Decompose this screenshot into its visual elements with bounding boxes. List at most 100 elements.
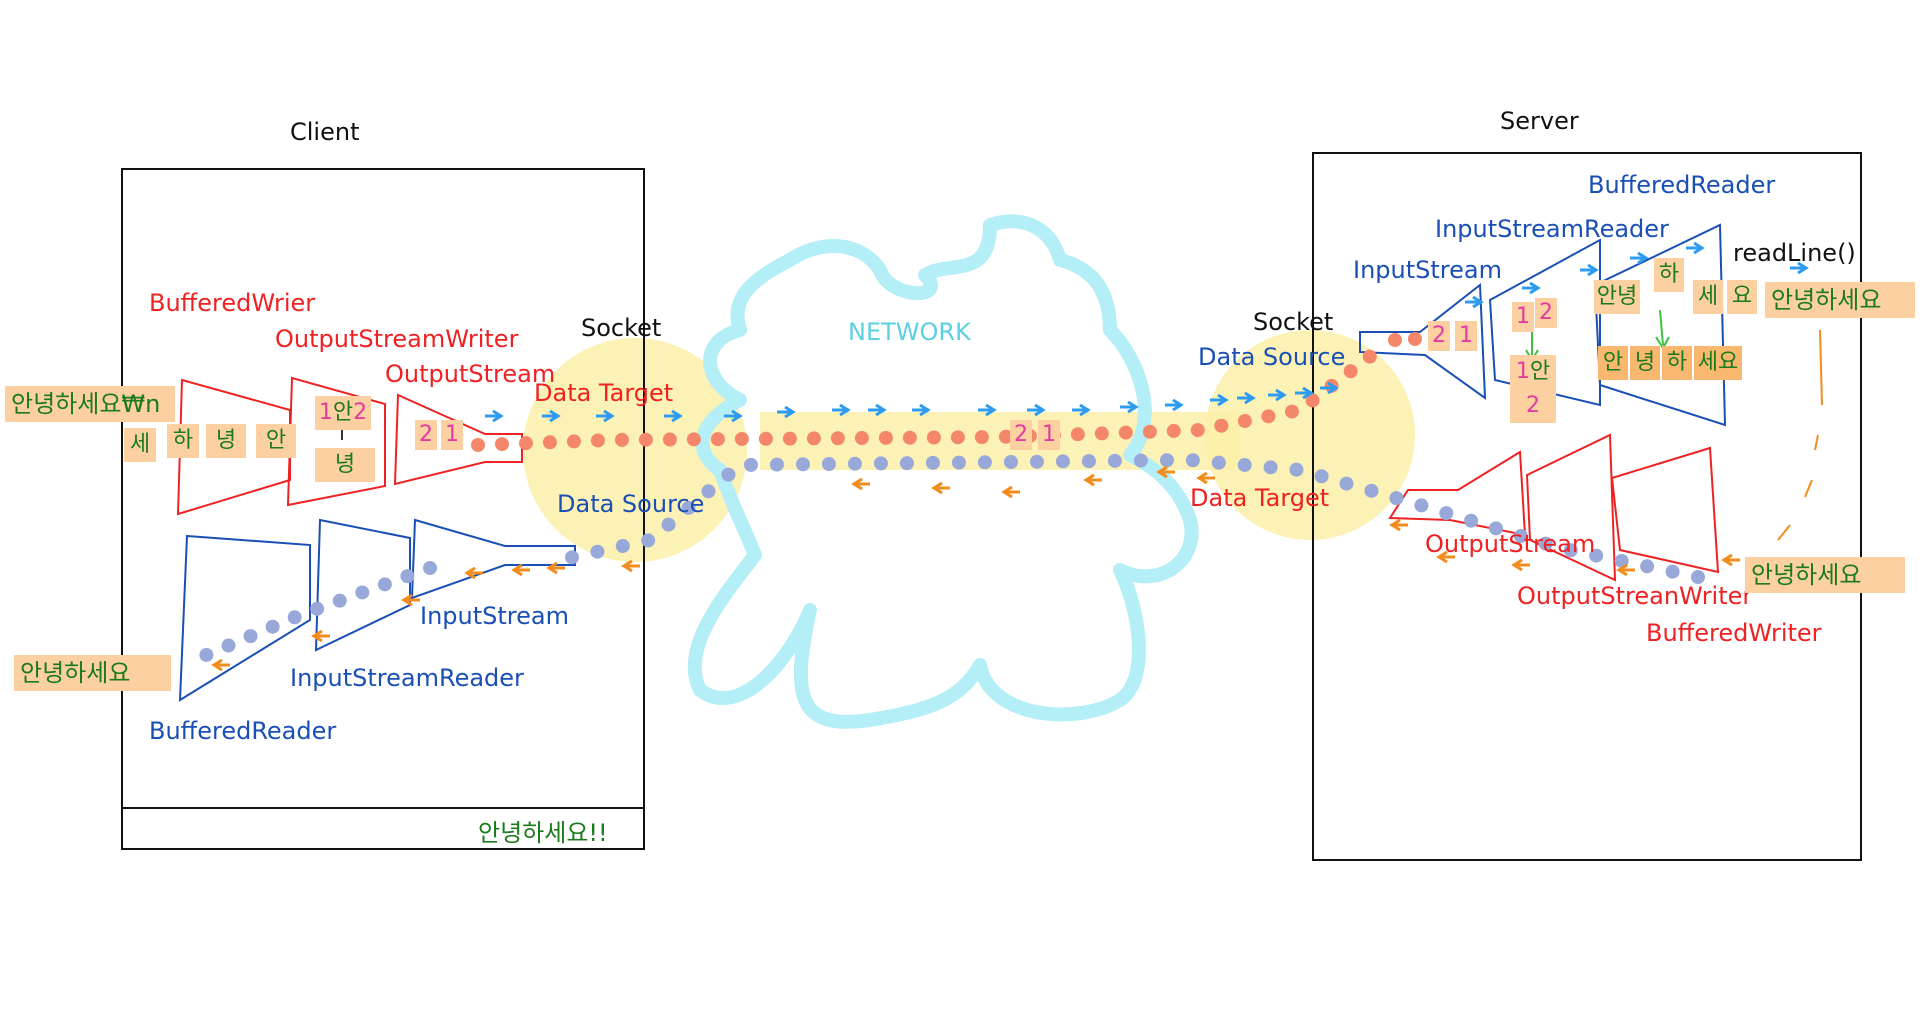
request-dot — [926, 430, 941, 445]
response-dot — [721, 467, 736, 482]
response-dot — [1211, 455, 1226, 470]
flow-arrow — [211, 658, 230, 672]
client-status-text: 안녕하세요!! — [478, 819, 608, 847]
server-byte-num: 1 — [1455, 321, 1477, 351]
flow-arrow — [1083, 473, 1102, 487]
server-frame — [1312, 152, 1862, 861]
client-char-chip: 녕 — [206, 424, 246, 458]
request-dot — [1166, 423, 1181, 438]
server-stack-char: 안 — [1529, 359, 1551, 384]
client-socket-label: Socket — [581, 314, 662, 342]
request-dot — [1261, 409, 1276, 424]
response-dot — [743, 457, 758, 472]
flow-arrow — [931, 481, 950, 495]
flow-arrow — [311, 629, 330, 643]
server-byte-num: 2 — [1428, 321, 1450, 351]
response-dot — [1107, 453, 1122, 468]
client-buffered-writer-funnel — [176, 378, 291, 516]
response-dot — [977, 455, 992, 470]
client-stack-num: 2 — [353, 400, 368, 425]
response-dot — [1640, 559, 1655, 574]
client-output-stream-writer-label: OutputStreamWriter — [275, 325, 519, 353]
request-dot — [1094, 426, 1109, 441]
flow-arrow — [1120, 400, 1139, 414]
response-dot — [1081, 454, 1096, 469]
request-flow-arrows — [485, 241, 1809, 423]
flow-arrow — [1268, 388, 1287, 402]
response-dot — [1364, 483, 1379, 498]
server-input-stream-reader-label: InputStreamReader — [1435, 215, 1669, 243]
client-stack-chip: 녕 — [315, 448, 375, 482]
response-dot — [847, 456, 862, 471]
flow-arrow — [1210, 393, 1229, 407]
client-writer-funnels — [176, 376, 523, 516]
flow-arrow — [868, 403, 887, 417]
server-isr-num: 1 — [1512, 302, 1534, 332]
request-dot — [1118, 425, 1133, 440]
flow-arrow — [851, 477, 870, 491]
client-byte-num: 1 — [441, 420, 463, 450]
request-dot — [950, 430, 965, 445]
response-dot — [1665, 564, 1680, 579]
response-dot — [1488, 521, 1503, 536]
response-dot — [332, 593, 347, 608]
response-dot — [1563, 543, 1578, 558]
client-char-chip: 세 — [124, 428, 156, 462]
response-dot — [590, 544, 605, 559]
response-dot — [565, 550, 580, 565]
server-output-stream-label: OutputStream — [1425, 530, 1596, 558]
request-dot — [1362, 349, 1377, 364]
client-char-chip: 하 — [167, 424, 199, 458]
client-output-stream-funnel — [393, 393, 523, 486]
request-dot — [518, 436, 533, 451]
client-output-stream-writer-funnel — [286, 376, 386, 507]
request-dot — [614, 432, 629, 447]
server-row-chip: 안 — [1598, 346, 1628, 380]
response-dot — [1589, 548, 1604, 563]
flow-arrow — [542, 409, 561, 423]
server-result-text: 안녕하세요 — [1765, 282, 1915, 318]
response-dot — [1003, 454, 1018, 469]
flow-arrow — [1630, 251, 1649, 265]
client-input-stream-funnel — [410, 518, 576, 600]
server-buffered-reader-funnel — [1593, 223, 1727, 427]
server-stack-num: 2 — [1526, 393, 1540, 418]
client-input-stream-label: InputStream — [420, 602, 569, 630]
response-dot — [1464, 513, 1479, 528]
client-char-chip: 안 — [256, 424, 296, 458]
response-dot — [615, 539, 630, 554]
request-dot — [542, 435, 557, 450]
server-output-stream-writer-label: OutputStreanWriter — [1517, 582, 1753, 610]
flow-arrow — [401, 593, 420, 607]
frames — [121, 152, 1862, 861]
server-socket-circle — [1205, 330, 1415, 540]
request-dot — [1142, 424, 1157, 439]
response-dot — [821, 457, 836, 472]
network-label: NETWORK — [848, 318, 971, 346]
request-dot — [471, 438, 485, 452]
client-output-stream-label: OutputStream — [385, 360, 556, 388]
server-char-chip: 요 — [1727, 280, 1757, 314]
response-dot — [641, 533, 656, 548]
flow-arrow — [1165, 398, 1184, 412]
server-row-chip: 세요 — [1694, 346, 1742, 380]
request-dot — [710, 432, 725, 447]
flow-arrow — [1295, 386, 1314, 400]
network-byte-num: 2 — [1010, 420, 1032, 450]
readline-to-reply-path — [1747, 329, 1823, 566]
client-output-text: 안녕하세요 — [14, 655, 171, 691]
server-input-stream-reader-funnel — [1488, 238, 1601, 407]
response-dot — [310, 601, 325, 616]
response-dot — [1439, 506, 1454, 521]
request-dot — [494, 437, 509, 452]
server-title: Server — [1500, 107, 1579, 135]
client-byte-num: 2 — [415, 420, 437, 450]
request-dot — [878, 430, 893, 445]
response-dot — [1691, 570, 1705, 584]
client-buffered-reader-label: BufferedReader — [149, 717, 337, 745]
flow-arrow — [724, 409, 743, 423]
request-dot — [734, 431, 749, 446]
server-buffered-writer-label: BufferedWriter — [1646, 619, 1822, 647]
flow-arrow — [1616, 563, 1635, 577]
